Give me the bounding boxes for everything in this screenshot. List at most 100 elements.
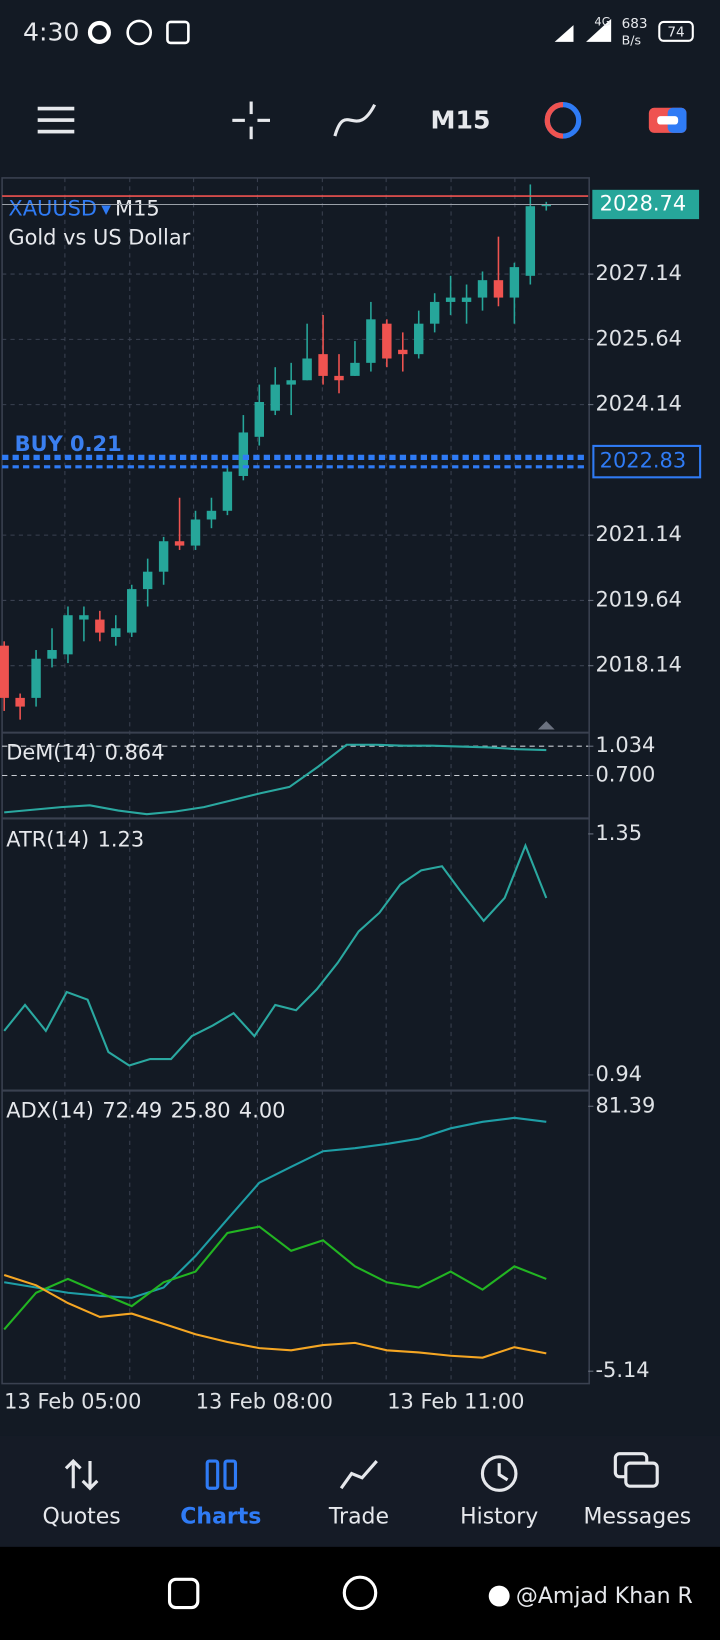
system-nav-bar [0,1546,720,1640]
y-tick-label: 1.034 [595,733,655,757]
menu-bar [37,129,75,134]
symbol-line: XAUUSD ▼ M15 [8,196,159,220]
network-type: 4G [594,14,610,28]
nav-icon [64,1458,99,1491]
candle-body [445,297,456,302]
nav-trade[interactable]: Trade [328,1460,389,1530]
indicator-name: DeM(14) [6,741,96,765]
indicators-button[interactable] [333,103,377,137]
settings-icon [87,20,111,44]
symbol: XAUUSD [8,196,97,220]
indicator-value: 1.23 [98,827,145,851]
crosshair-button[interactable] [232,101,270,140]
last-price-badge [592,189,700,220]
y-tick-label: 2018.14 [595,653,682,677]
nav-icon [339,1460,378,1490]
candle-body [541,204,551,207]
nav-history[interactable]: History [460,1455,538,1530]
indicator-title: DeM(14) 0.864 [6,741,164,765]
scroll-marker [537,721,555,730]
nav-quotes[interactable]: Quotes [43,1458,121,1530]
nav-icon [480,1455,518,1492]
home-button[interactable] [342,1575,378,1611]
nav-icon [223,1459,238,1490]
candle-body [493,280,504,298]
candle-body [238,432,249,476]
candle-body [31,658,41,698]
candle-body [270,384,280,411]
y-tick-label: 2027.14 [595,261,682,285]
position-badge [592,444,702,479]
candle-body [158,541,169,572]
candle-body [63,615,73,655]
net-speed: 683 [622,16,648,32]
indicator-line [3,1273,547,1359]
candle-body [398,349,408,355]
indicator-value: 25.80 [171,1098,231,1122]
status-time: 4:30 [23,17,79,46]
candle-body [302,358,312,381]
candle-body [429,301,440,324]
candle-body [286,380,296,385]
net-speed-unit: B/s [622,32,641,47]
candle-body [174,541,185,546]
candle-body [95,619,105,633]
candle-body [382,323,392,359]
indicator-value: 72.49 [102,1098,162,1122]
bottom-nav [0,1435,720,1547]
y-tick-label: 0.700 [595,763,655,787]
menu-bar [37,106,75,111]
candle-body [461,297,472,302]
vertical-grid [64,177,516,1384]
indicator-title: ADX(14) 72.49 25.80 4.00 [6,1098,285,1122]
candle-body [222,471,233,511]
candle-body [142,571,153,590]
y-tick-label: 2024.14 [595,392,682,416]
candle-body [206,510,217,520]
candle-body [525,206,536,276]
nav-label-active: Charts [180,1505,261,1530]
watermark: @Amjad Khan R [516,1584,693,1609]
candle-body [318,354,328,376]
clock-part [544,102,564,139]
candle-body [127,589,137,633]
nav-label: History [460,1505,538,1530]
nav-icon [497,1463,509,1482]
position-label: BUY 0.21 [15,432,122,456]
candle-body [15,697,25,707]
menu-bar [37,118,75,122]
candle-body [254,402,264,437]
battery-icon [658,20,694,42]
candle-body [477,280,488,298]
recent-button[interactable] [167,1577,200,1610]
indicator-value: 0.864 [105,741,165,765]
symbol-caret: ▼ [101,201,111,216]
y-tick-label: 0.94 [595,1062,642,1086]
nav-messages[interactable]: Messages [583,1452,691,1530]
candle-body [334,375,344,381]
nav-icon [624,1461,659,1488]
last-price-label: 2028.74 [600,191,687,215]
candle-body [190,519,201,546]
indicator-name: ADX(14) [6,1098,94,1122]
indicator-value: 4.00 [239,1098,286,1122]
battery-level: 74 [667,24,684,40]
app-icon [166,20,190,45]
indicator-line [4,1116,547,1299]
y-tick-label: 2025.64 [595,326,682,350]
y-tick-label: 2021.14 [595,522,682,546]
timeframe-button[interactable]: M15 [430,105,490,134]
symbol-description: Gold vs US Dollar [8,226,190,250]
y-tick-label: 81.39 [595,1093,655,1117]
candle-body [350,362,360,376]
menu-button[interactable] [37,106,75,134]
nav-label: Quotes [43,1505,121,1530]
candle-body [47,650,57,659]
x-tick-label: 13 Feb 11:00 [387,1389,524,1413]
facebook-icon [126,19,153,46]
y-tick-label: -5.14 [595,1358,649,1382]
nav-icon [205,1459,220,1490]
nav-charts[interactable]: Charts [180,1459,261,1530]
